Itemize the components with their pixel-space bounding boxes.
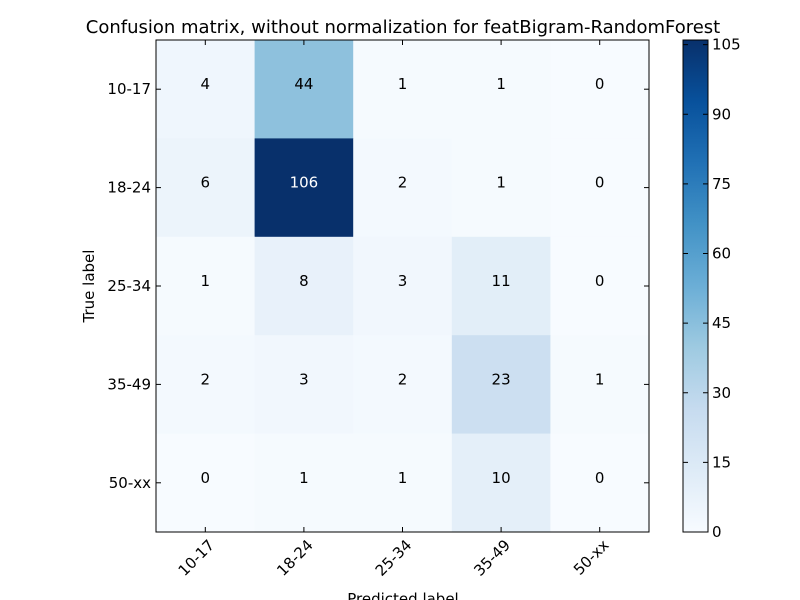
heatmap-cell [254, 138, 354, 238]
heatmap-cell [550, 138, 650, 238]
colorbar-tick-label: 75 [712, 175, 731, 193]
heatmap-cell [254, 236, 354, 336]
y-tick-label: 50-xx [109, 474, 151, 492]
heatmap-cell [353, 236, 453, 336]
colorbar-tick-label: 105 [712, 36, 741, 54]
colorbar-tick-label: 15 [712, 453, 731, 471]
cell-value-label: 1 [201, 272, 211, 290]
chart-title: Confusion matrix, without normalization … [86, 17, 720, 38]
heatmap-cell [451, 138, 551, 238]
x-tick-label: 35-49 [470, 536, 514, 580]
cell-value-label: 1 [299, 469, 309, 487]
heatmap-cell [550, 335, 650, 435]
heatmap-cell [156, 236, 256, 336]
heatmap-cell [550, 433, 650, 533]
heatmap-cell [254, 433, 354, 533]
cell-value-label: 2 [398, 370, 408, 388]
cell-value-label: 0 [595, 272, 605, 290]
colorbar-tick-label: 60 [712, 245, 731, 263]
cell-value-label: 0 [201, 469, 211, 487]
heatmap-cell [353, 138, 453, 238]
cell-value-label: 23 [492, 370, 511, 388]
cell-value-label: 6 [201, 174, 211, 192]
cell-value-label: 1 [496, 174, 506, 192]
x-tick-label: 10-17 [175, 536, 219, 580]
heatmap-cell-labels: 4 44 1 1 06 106 2 1 01 8 3 11 02 3 2 23 10 1 1 10 0 [201, 75, 605, 487]
colorbar-tick-label: 30 [712, 384, 731, 402]
heatmap-cell [353, 433, 453, 533]
cell-value-label: 1 [496, 75, 506, 93]
cell-value-label: 44 [294, 75, 313, 93]
heatmap-cell [156, 138, 256, 238]
cell-value-label: 3 [299, 370, 309, 388]
heatmap-cell [156, 40, 256, 139]
cell-value-label: 1 [398, 75, 408, 93]
heatmap-cell [451, 433, 551, 533]
colorbar-ticks: 0 15 30 45 60 75 90 105 [683, 36, 741, 541]
x-tick-label: 18-24 [273, 536, 317, 580]
cell-value-label: 8 [299, 272, 309, 290]
heatmap-cell [353, 335, 453, 435]
colorbar-tick-label: 0 [712, 523, 722, 541]
colorbar-tick-label: 90 [712, 105, 731, 123]
heatmap-cell [353, 40, 453, 139]
heatmap-cell [451, 236, 551, 336]
cell-value-label: 2 [201, 370, 211, 388]
x-axis-label: Predicted label [347, 590, 458, 600]
cell-value-label: 3 [398, 272, 408, 290]
cell-value-label: 0 [595, 174, 605, 192]
heatmap-cell [254, 335, 354, 435]
colorbar-tick-label: 45 [712, 314, 731, 332]
cell-value-label: 1 [595, 370, 605, 388]
cell-value-label: 11 [492, 272, 511, 290]
y-tick-label: 25-34 [107, 277, 151, 295]
heatmap-cells [156, 40, 650, 533]
y-axis-ticks: 10-17 18-24 25-34 35-49 50-xx [107, 80, 649, 492]
cell-value-label: 1 [398, 469, 408, 487]
y-tick-label: 18-24 [107, 179, 151, 197]
cell-value-label: 10 [492, 469, 511, 487]
heatmap-cell [451, 335, 551, 435]
heatmap-cell [254, 40, 354, 139]
heatmap-cell [451, 40, 551, 139]
y-tick-label: 35-49 [107, 375, 151, 393]
cell-value-label: 0 [595, 75, 605, 93]
y-axis-label: True label [80, 250, 98, 324]
x-tick-label: 25-34 [372, 536, 416, 580]
cell-value-label: 0 [595, 469, 605, 487]
y-tick-label: 10-17 [107, 80, 151, 98]
cell-value-label: 4 [201, 75, 211, 93]
heatmap-cell [156, 433, 256, 533]
heatmap-cell [156, 335, 256, 435]
colorbar [682, 39, 709, 533]
cell-value-label: 2 [398, 174, 408, 192]
heatmap-cell [550, 40, 650, 139]
x-tick-label: 50-xx [570, 536, 613, 579]
cell-value-label: 106 [290, 174, 319, 192]
heatmap-cell [550, 236, 650, 336]
